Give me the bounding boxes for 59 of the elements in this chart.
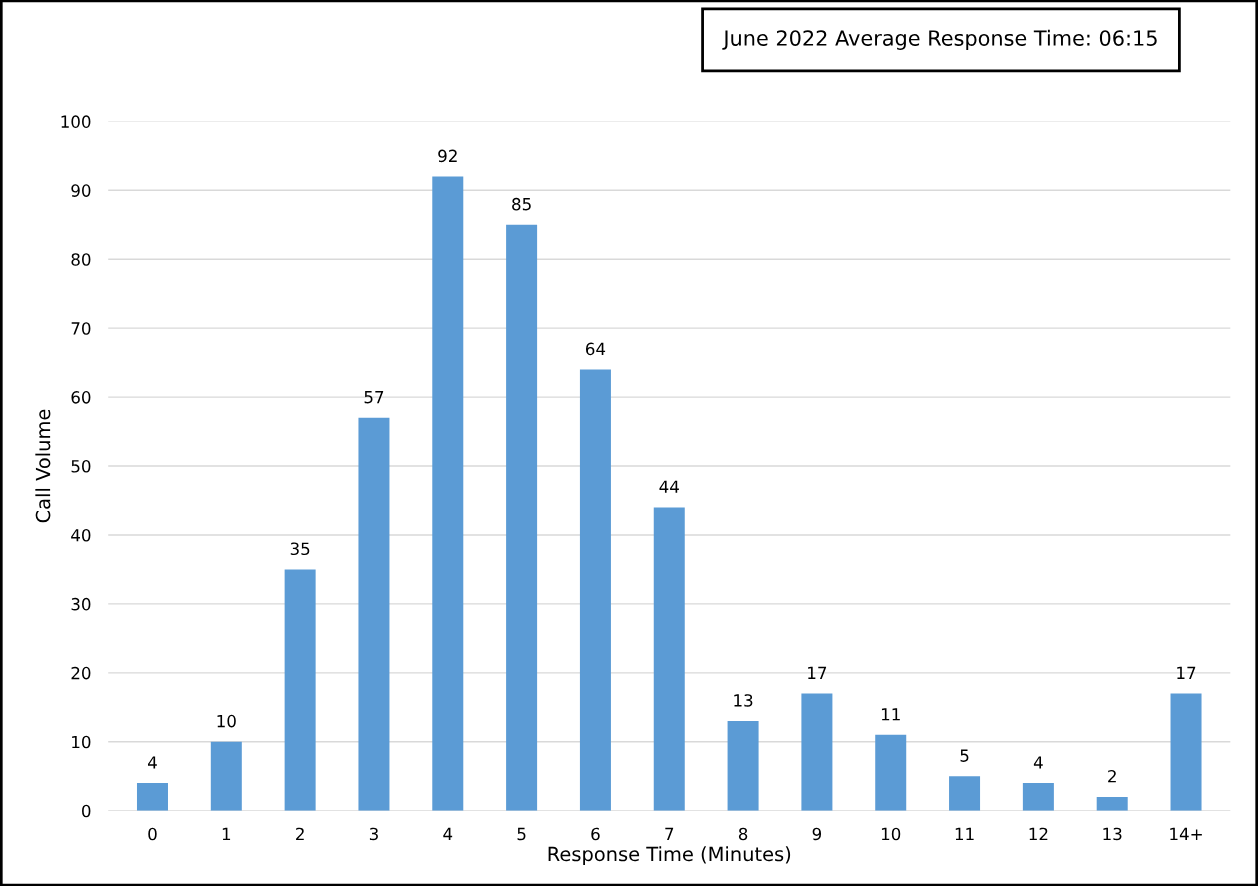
bar [432,176,464,811]
bar [284,569,316,811]
data-label: 64 [585,342,606,356]
bar [1022,783,1054,811]
y-tick-label: 20 [71,666,91,680]
y-tick-label: 100 [61,115,91,128]
bar [1170,693,1202,811]
data-label: 92 [438,149,457,163]
data-label: 11 [881,708,900,721]
x-tick-label: 3 [369,827,378,841]
y-tick-label: 30 [71,597,91,611]
x-tick-label: 9 [812,827,822,841]
data-label: 44 [659,480,679,493]
data-label: 4 [1033,756,1043,769]
x-tick-label: 2 [296,827,304,841]
bar [949,776,981,811]
data-label: 4 [148,756,157,769]
x-axis-title: Response Time (Minutes) [548,846,791,866]
data-label: 2 [1108,769,1116,783]
x-tick-label: 8 [738,827,748,841]
bar [210,741,242,811]
y-tick-label: 80 [71,253,91,266]
data-label: 17 [1177,666,1196,679]
y-tick-label: 0 [82,804,91,818]
x-tick-label: 0 [148,827,157,841]
data-label: 10 [217,714,236,728]
bar [653,507,685,811]
y-tick-label: 90 [71,184,91,197]
x-tick-label: 7 [665,827,674,841]
y-tick-label: 10 [72,735,91,749]
x-tick-label: 1 [222,827,231,841]
x-tick-label: 14+ [1170,827,1202,841]
data-label: 35 [290,542,310,556]
x-tick-label: 13 [1103,827,1122,841]
bar [506,224,538,811]
bar [136,783,168,811]
bar [801,693,833,811]
x-tick-label: 4 [443,827,453,841]
x-tick-label: 10 [881,827,901,841]
data-label: 17 [808,666,827,679]
bar [358,417,390,811]
bar [579,369,611,811]
x-tick-label: 12 [1029,827,1048,841]
y-axis-title: Call Volume [35,409,51,523]
x-tick-label: 5 [517,827,526,841]
bar [875,734,907,811]
data-label: 85 [512,197,531,211]
data-label: 57 [364,391,384,404]
y-tick-label: 50 [71,460,91,473]
bar [727,721,759,811]
y-tick-label: 70 [71,322,91,335]
x-tick-label: 11 [955,827,974,841]
data-label: 5 [960,749,969,762]
bar [1096,796,1128,811]
chart-title: June 2022 Average Response Time: 06:15 [722,29,1157,50]
y-tick-label: 40 [71,528,91,542]
x-tick-label: 6 [591,827,600,841]
y-tick-label: 60 [71,391,91,404]
data-label: 13 [734,694,753,707]
